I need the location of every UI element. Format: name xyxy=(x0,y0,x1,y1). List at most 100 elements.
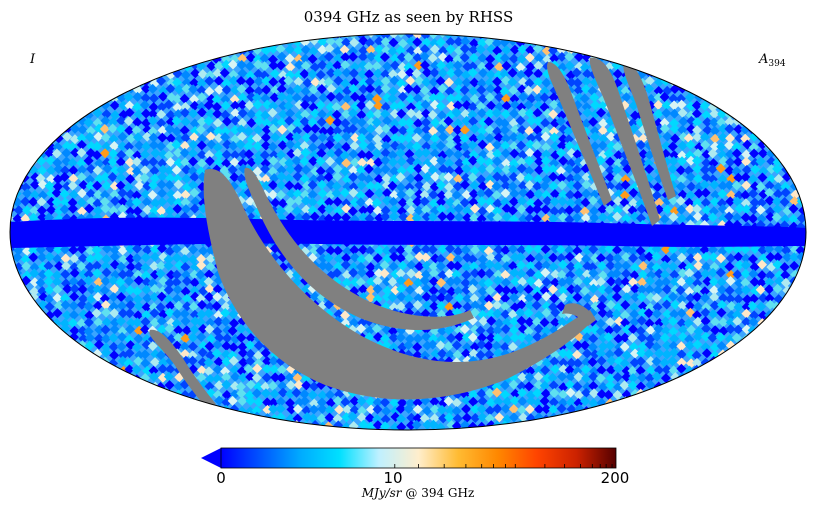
sky-pixel xyxy=(196,260,207,271)
sky-pixel xyxy=(484,77,495,88)
sky-pixel xyxy=(700,139,711,150)
sky-pixel xyxy=(653,92,664,103)
sky-pixel xyxy=(508,260,519,271)
sky-pixel xyxy=(699,244,710,255)
sky-pixel xyxy=(533,68,544,79)
sky-pixel xyxy=(253,86,264,97)
sky-pixel xyxy=(380,83,391,94)
sky-pixel xyxy=(324,405,335,416)
sky-pixel xyxy=(356,133,367,144)
sky-pixel xyxy=(756,301,767,312)
sky-pixel xyxy=(372,276,383,287)
sky-pixel xyxy=(675,93,686,104)
sky-pixel xyxy=(108,292,119,303)
sky-pixel xyxy=(141,270,152,281)
sky-pixel xyxy=(29,262,40,273)
sky-pixel xyxy=(299,156,310,167)
sky-pixel xyxy=(349,140,360,151)
sky-pixel xyxy=(132,206,143,217)
sky-pixel xyxy=(446,260,457,271)
sky-pixel xyxy=(388,261,399,272)
sky-pixel xyxy=(277,198,288,209)
sky-pixel xyxy=(638,301,649,312)
sky-pixel xyxy=(525,276,536,287)
sky-pixel xyxy=(437,325,448,336)
sky-pixel xyxy=(91,244,102,255)
sky-pixel xyxy=(684,340,695,351)
sky-pixel xyxy=(539,317,550,328)
sky-pixel xyxy=(693,301,704,312)
sky-pixel xyxy=(253,155,264,166)
sky-pixel xyxy=(419,275,430,286)
sky-pixel xyxy=(605,165,616,176)
sky-pixel xyxy=(564,251,575,262)
sky-pixel xyxy=(701,323,712,334)
sky-pixel xyxy=(477,126,488,137)
sky-pixel xyxy=(236,59,247,70)
sky-pixel xyxy=(181,83,192,94)
sky-pixel xyxy=(726,300,737,311)
sky-pixel xyxy=(396,301,407,312)
sky-pixel xyxy=(101,267,112,278)
sky-pixel xyxy=(61,261,72,272)
sky-pixel xyxy=(364,76,375,87)
sky-pixel xyxy=(381,140,392,151)
sky-pixel xyxy=(406,260,417,271)
sky-pixel xyxy=(461,395,472,406)
sky-pixel xyxy=(692,245,703,256)
sky-pixel xyxy=(523,172,534,183)
sky-pixel xyxy=(667,141,678,152)
sky-pixel xyxy=(420,99,431,110)
sky-pixel xyxy=(660,316,671,327)
sky-pixel xyxy=(501,285,512,296)
sky-pixel xyxy=(131,197,142,208)
sky-pixel xyxy=(651,356,662,367)
sky-pixel xyxy=(267,107,278,118)
sky-pixel xyxy=(133,109,144,120)
sky-pixel xyxy=(645,276,656,287)
sky-pixel xyxy=(446,205,457,216)
sky-pixel xyxy=(203,100,214,111)
sky-pixel xyxy=(454,292,465,303)
sky-pixel xyxy=(277,252,288,263)
sky-pixel xyxy=(115,316,126,327)
sky-pixel xyxy=(508,196,519,207)
sky-pixel xyxy=(203,366,214,377)
sky-pixel xyxy=(349,197,360,208)
sky-pixel xyxy=(459,125,470,136)
sky-pixel xyxy=(765,270,776,281)
sky-pixel xyxy=(733,251,744,262)
sky-pixel xyxy=(437,404,448,415)
sky-pixel xyxy=(292,404,303,415)
sky-pixel xyxy=(278,109,289,120)
sky-pixel xyxy=(395,148,406,159)
sky-pixel xyxy=(131,364,142,375)
sky-pixel xyxy=(603,389,614,400)
sky-pixel xyxy=(372,283,383,294)
sky-pixel xyxy=(476,188,487,199)
sky-pixel xyxy=(301,204,312,215)
sky-pixel xyxy=(429,404,440,415)
sky-pixel xyxy=(588,381,599,392)
sky-pixel xyxy=(403,244,414,255)
sky-pixel xyxy=(268,60,279,71)
sky-pixel xyxy=(245,76,256,87)
sky-pixel xyxy=(358,51,369,62)
sky-pixel xyxy=(508,164,519,175)
sky-pixel xyxy=(462,301,473,312)
sky-pixel xyxy=(758,253,769,264)
sky-pixel xyxy=(541,45,552,56)
sky-pixel xyxy=(453,254,464,265)
sky-pixel xyxy=(516,381,527,392)
sky-pixel xyxy=(285,397,296,408)
sky-pixel xyxy=(204,291,215,302)
sky-pixel xyxy=(429,141,440,152)
sky-pixel xyxy=(332,196,343,207)
sky-pixel xyxy=(619,332,630,343)
sky-pixel xyxy=(459,85,470,96)
sky-pixel xyxy=(397,69,408,80)
sky-pixel xyxy=(123,92,134,103)
sky-pixel xyxy=(228,342,239,353)
sky-pixel xyxy=(341,253,352,264)
sky-pixel xyxy=(118,100,129,111)
